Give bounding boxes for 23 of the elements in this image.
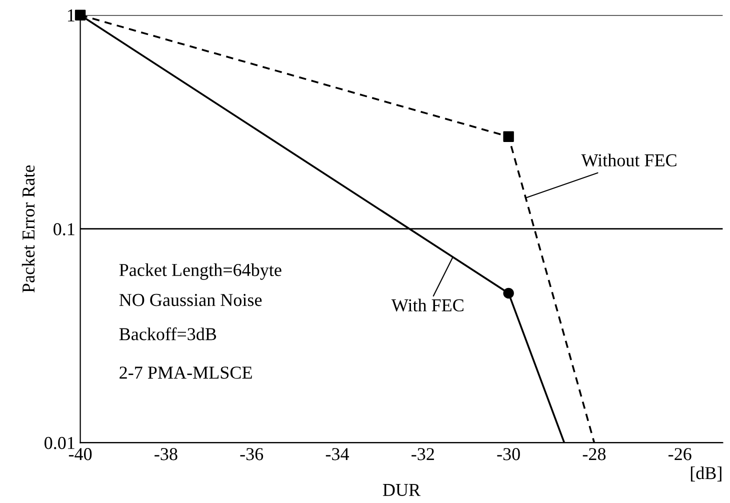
x-tick-label: -28 — [582, 448, 606, 460]
text: Without FEC — [581, 154, 676, 166]
x-tick-label: -40 — [68, 448, 92, 460]
annotation: 2-7 PMA-MLSCE — [120, 366, 252, 379]
x-tick-label: -30 — [497, 448, 520, 460]
y-tick-label: 0.01 — [44, 436, 74, 450]
annotation: Backoff=3dB — [119, 327, 216, 340]
x-tick-label: -34 — [326, 448, 350, 460]
x-tick-label: -32 — [412, 448, 434, 460]
text: [dB] — [690, 466, 722, 482]
y-tick-label: 1 — [68, 9, 74, 22]
annotation: Packet Length=64byte — [119, 263, 282, 280]
point — [74, 10, 86, 20]
y-tick-label: 0.1 — [54, 223, 74, 236]
x-axis-title: DUR — [382, 484, 421, 496]
legend-label: With FEC — [391, 298, 464, 312]
y-axis-title: Packet Error Rate — [22, 165, 35, 293]
x-tick-label: -38 — [154, 448, 178, 460]
x-tick-label: -26 — [668, 448, 692, 460]
point — [503, 131, 514, 142]
annotation: NO Gaussian Noise — [119, 294, 262, 306]
x-tick-label: -36 — [240, 448, 264, 460]
point — [503, 288, 514, 299]
